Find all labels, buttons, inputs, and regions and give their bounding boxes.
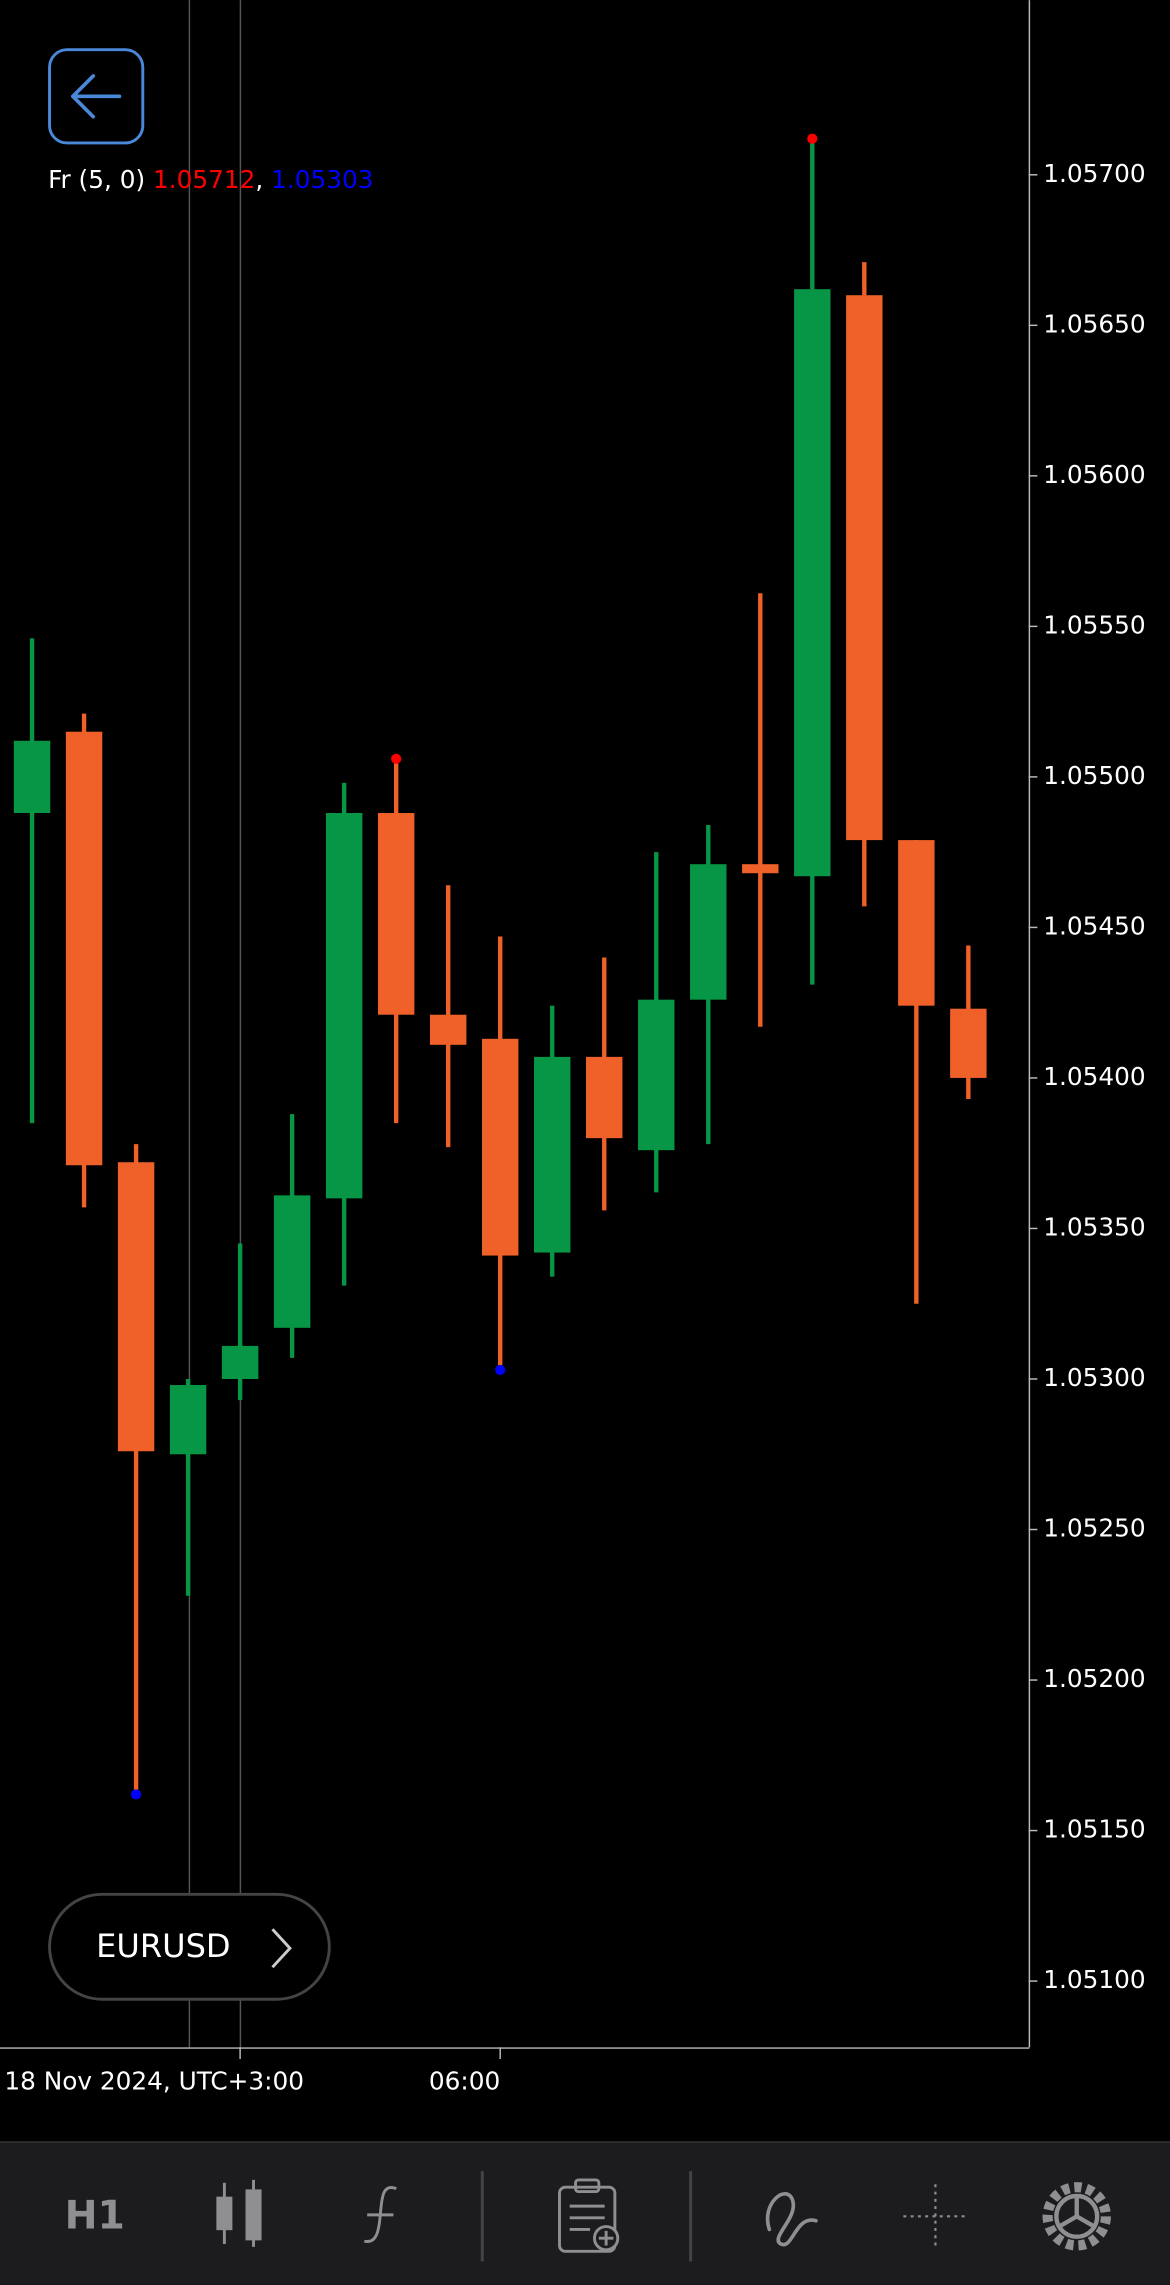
candle-body: [481, 1038, 519, 1256]
icon-part: [1058, 2195, 1096, 2229]
icon-part: [574, 2178, 601, 2194]
y-tick-label: 1.05350: [1043, 1212, 1145, 1241]
candle-body: [586, 1056, 623, 1139]
icon-part: [1054, 2193, 1100, 2239]
candle-body: [742, 864, 779, 874]
fractal-down: [495, 1364, 506, 1376]
candle-body: [65, 731, 103, 1166]
indicator-lower: 1.05303: [271, 165, 373, 194]
y-tick-label: 1.05300: [1043, 1363, 1145, 1392]
candle-body: [950, 1008, 987, 1078]
back-button-frame[interactable]: [48, 48, 145, 145]
settings-button[interactable]: [1042, 2182, 1111, 2251]
crosshair-button[interactable]: [903, 2184, 968, 2249]
toolbar-background: [0, 2142, 1170, 2285]
y-tick-label: 1.05700: [1043, 159, 1145, 188]
x-tick-label: 18 Nov 2024, UTC+3:00: [4, 2066, 304, 2095]
plot: 1.05100 1.05150 1.05200 1.05250 1.05300 1.053…: [4, 133, 1146, 2095]
fractal-down: [130, 1789, 142, 1800]
candle-body: [377, 813, 415, 1015]
indicator-upper: 1.05712: [153, 165, 255, 194]
y-tick-label: 1.05550: [1043, 610, 1145, 639]
y-tick-label: 1.05250: [1043, 1514, 1145, 1543]
icon-part: [598, 2230, 614, 2246]
candle-body: [325, 813, 363, 1199]
symbol-label[interactable]: EURUSD: [96, 1927, 230, 1965]
candle-body: [273, 1195, 311, 1328]
candle-body: [690, 864, 727, 1000]
icon-part: [216, 2196, 233, 2231]
fractal-up: [391, 753, 402, 764]
candle-body: [117, 1162, 155, 1452]
icon-part: [1042, 2182, 1111, 2251]
indicator-legend: Fr (5, 0) 1.05712, 1.05303: [48, 165, 373, 194]
candle-body: [638, 999, 675, 1151]
candle-body: [429, 1014, 467, 1045]
y-tick-label: 1.05650: [1043, 309, 1145, 338]
candle-body: [846, 295, 883, 841]
candle-body: [794, 289, 831, 877]
drawing-button[interactable]: [765, 2192, 818, 2247]
icon-part: [569, 2204, 605, 2231]
y-tick-label: 1.05100: [1043, 1965, 1145, 1994]
y-tick-label: 1.05600: [1043, 460, 1145, 489]
icon-part: [245, 2189, 262, 2241]
indicator-name: Fr (5, 0): [48, 165, 145, 194]
indicators-button[interactable]: [363, 2186, 397, 2243]
chart-type-button[interactable]: [216, 2179, 262, 2247]
y-tick-label: 1.05200: [1043, 1664, 1145, 1693]
fractal-up: [807, 133, 818, 144]
orders-button[interactable]: [558, 2178, 620, 2253]
candle-body: [898, 840, 935, 1006]
icon-part: [558, 2185, 617, 2253]
back-button[interactable]: [48, 48, 145, 145]
y-tick-label: 1.05450: [1043, 911, 1145, 940]
candle-body: [534, 1056, 571, 1253]
back-arrow: [71, 74, 122, 119]
y-tick-label: 1.05400: [1043, 1062, 1145, 1091]
chevron: [271, 1928, 292, 1969]
timeframe-button[interactable]: H1: [65, 2192, 125, 2238]
x-tick-label: 06:00: [429, 2066, 500, 2095]
y-tick-label: 1.05500: [1043, 761, 1145, 790]
candle-body: [169, 1385, 207, 1455]
candle-body: [221, 1345, 259, 1379]
indicator-separator: ,: [255, 165, 263, 194]
symbol-button[interactable]: EURUSD: [48, 1892, 331, 2001]
candle-body: [13, 740, 51, 814]
symbol-button-frame[interactable]: [48, 1892, 331, 2001]
y-tick-label: 1.05150: [1043, 1815, 1145, 1844]
toolbar: H1: [0, 2141, 1170, 2285]
